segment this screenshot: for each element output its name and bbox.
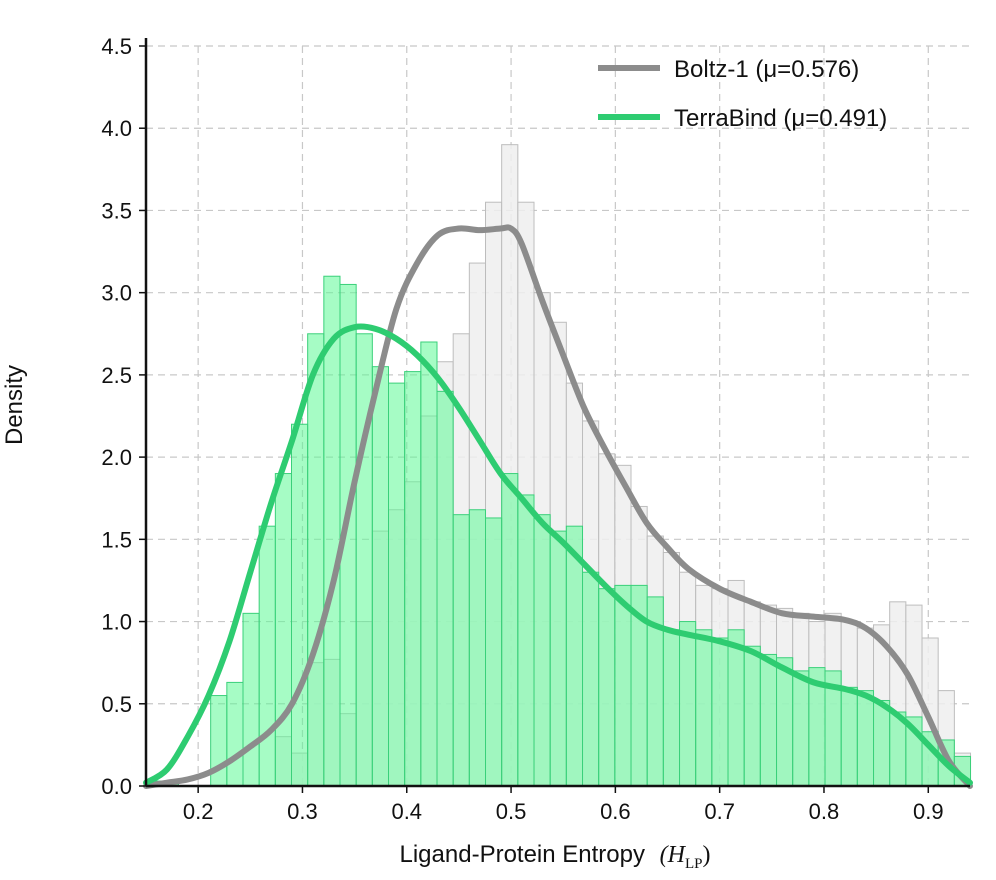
terrabind-bar-33 — [679, 621, 697, 787]
terrabind-bar-10 — [307, 333, 325, 787]
terrabind-bar-37 — [743, 645, 761, 787]
terrabind-bar-8 — [274, 473, 293, 787]
terrabind-bar-38 — [759, 653, 778, 787]
y-tick-label-4: 2.0 — [101, 445, 132, 470]
x-tick-label-7: 0.9 — [913, 799, 944, 824]
terrabind-bar-16 — [404, 371, 422, 787]
y-tick-label-8: 4.0 — [101, 116, 132, 141]
x-tick-label-4: 0.6 — [600, 799, 631, 824]
terrabind-bar-15 — [388, 382, 406, 787]
x-tick-label-0: 0.2 — [183, 799, 214, 824]
terrabind-bar-17 — [420, 341, 438, 787]
terrabind-kde-line — [143, 323, 973, 786]
y-axis-label: Density — [1, 365, 28, 445]
terrabind-bar-7 — [258, 525, 276, 787]
terrabind-bar-22 — [501, 473, 519, 787]
boltz-kde-line — [143, 224, 973, 789]
x-tick-label-6: 0.8 — [809, 799, 840, 824]
y-tick-label-0: 0.0 — [101, 774, 132, 799]
y-tick-label-9: 4.5 — [101, 34, 132, 59]
terrabind-bar-45 — [873, 699, 891, 787]
terrabind-bar-6 — [242, 612, 260, 787]
terrabind-bar-29 — [614, 584, 632, 787]
terrabind-bar-19 — [452, 514, 470, 787]
terrabind-bar-25 — [549, 530, 567, 787]
terrabind-bar-21 — [485, 517, 503, 787]
y-tick-label-5: 2.5 — [101, 363, 132, 388]
x-axis-label-text: Ligand-Protein Entropy — [400, 841, 645, 868]
y-tick-label-3: 1.5 — [101, 527, 132, 552]
axes — [144, 38, 970, 788]
x-axis-label-math-close: ) — [703, 842, 711, 868]
y-tick-label-1: 0.5 — [101, 692, 132, 717]
terrabind-bar-44 — [856, 690, 875, 787]
x-tick-label-5: 0.7 — [704, 799, 735, 824]
terrabind-bar-32 — [662, 629, 681, 787]
y-tick-label-6: 3.0 — [101, 281, 132, 306]
terrabind-bar-23 — [517, 494, 535, 787]
x-axis-label-math-open: (H — [660, 842, 687, 868]
x-axis-label-math-sub: LP — [685, 856, 703, 872]
x-tick-label-3: 0.5 — [496, 799, 527, 824]
terrabind-bar-20 — [468, 509, 487, 787]
terrabind-bar-18 — [436, 390, 454, 787]
x-tick-label-2: 0.4 — [391, 799, 422, 824]
terrabind-bar-36 — [727, 629, 745, 787]
terrabind-bar-27 — [582, 571, 600, 787]
terrabind-bar-26 — [565, 525, 584, 787]
terrabind-bar-9 — [291, 423, 309, 787]
terrabind-bar-40 — [792, 670, 810, 787]
y-tick-label-2: 1.0 — [101, 610, 132, 635]
legend-label-terrabind: TerraBind (μ=0.491) — [674, 105, 887, 132]
terrabind-bar-28 — [598, 588, 616, 787]
legend: Boltz-1 (μ=0.576) TerraBind (μ=0.491) — [598, 56, 887, 132]
terrabind-bar-14 — [371, 366, 390, 787]
y-tick-label-7: 3.5 — [101, 198, 132, 223]
terrabind-bar-43 — [840, 686, 858, 787]
terrabind-bar-5 — [226, 681, 244, 787]
x-axis-label: Ligand-Protein Entropy (HLP) — [400, 841, 711, 872]
x-tick-label-1: 0.3 — [287, 799, 318, 824]
legend-label-boltz: Boltz-1 (μ=0.576) — [674, 56, 859, 83]
terrabind-bar-35 — [711, 637, 729, 787]
tick-labels: 0.2 0.3 0.4 0.5 0.6 0.7 0.8 0.9 0.0 0.5 1.0 1.5 2.0 2… — [101, 34, 943, 824]
terrabind-bar-34 — [695, 629, 713, 787]
terrabind-bar-24 — [533, 514, 551, 787]
terrabind-bar-39 — [776, 657, 794, 787]
